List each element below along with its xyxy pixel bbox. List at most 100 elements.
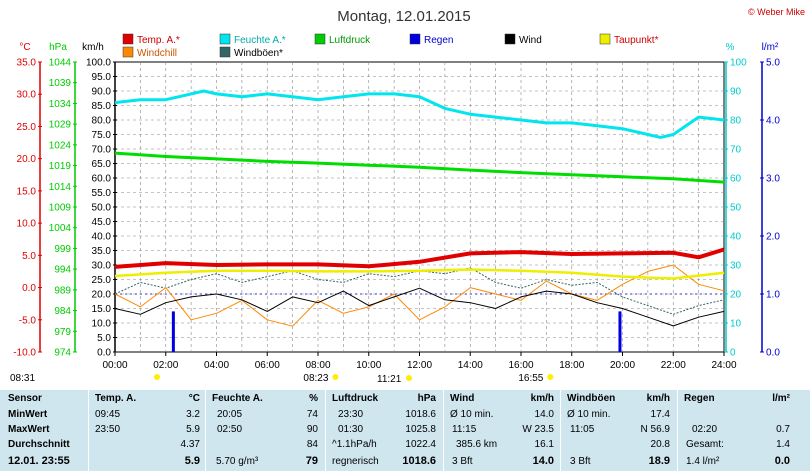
max-gust-time: 11:05 <box>570 424 595 435</box>
temp-axis-tick-label: 30.0 <box>17 90 37 101</box>
wind-axis-tick-label: 25.0 <box>92 275 112 286</box>
header-gust-unit: km/h <box>646 393 670 404</box>
max-press-value: 1025.8 <box>405 424 436 435</box>
pressure-axis-tick-label: 1029 <box>49 120 72 131</box>
legend-swatch <box>314 33 326 45</box>
axis-unit-label: °C <box>19 42 30 53</box>
now-temp-value: 5.9 <box>184 455 200 467</box>
max-gust-value: N 56.9 <box>640 424 670 435</box>
header-rain: Regen <box>684 393 715 404</box>
pressure-axis-tick-label: 984 <box>54 306 71 317</box>
event-time-label: 08:23 <box>303 373 328 384</box>
legend-label: Temp. A.* <box>137 35 180 46</box>
series-windchill <box>114 264 725 327</box>
legend-label: Feuchte A.* <box>234 35 286 46</box>
max-wind-value: W 23.5 <box>522 424 554 435</box>
header-press: Luftdruck <box>332 393 379 404</box>
rain-total-value: 1.4 <box>776 439 790 450</box>
wind-axis-tick-label: 35.0 <box>92 246 112 257</box>
humidity-axis-tick-label: 100 <box>730 58 747 69</box>
pressure-axis-tick-label: 1039 <box>49 78 72 89</box>
pressure-axis-tick-label: 974 <box>54 348 71 359</box>
wind-axis-tick-label: 40.0 <box>92 232 112 243</box>
avg-temp-value: 4.37 <box>180 439 200 450</box>
event-time-label: 08:31 <box>10 373 35 384</box>
wind-axis-tick-label: 30.0 <box>92 261 112 272</box>
header-temp-unit: °C <box>188 393 200 404</box>
humidity-axis-tick-label: 60 <box>730 174 742 185</box>
x-tick-label: 04:00 <box>204 360 229 371</box>
humidity-axis-tick-label: 40 <box>730 232 742 243</box>
pressure-axis-tick-label: 979 <box>54 327 71 338</box>
event-time-label: 11:21 <box>377 374 402 385</box>
pressure-axis-tick-label: 994 <box>54 265 71 276</box>
axis-units: °C hPa km/h% l/m² <box>19 42 779 53</box>
row-avg-label: Durchschnitt <box>8 439 70 450</box>
x-tick-label: 08:00 <box>305 360 330 371</box>
max-temp-value: 5.9 <box>186 424 200 435</box>
x-tick-label: 10:00 <box>356 360 381 371</box>
series-humidity <box>114 89 725 139</box>
min-hum-time: 20:05 <box>217 409 243 420</box>
rain-bar <box>618 311 622 352</box>
y-axes: 35.0 30.0 25.0 20.0 15.0 10.0 5.0 0.0 -5.0 -10.0 1… <box>13 58 780 359</box>
max-rain-value: 0.7 <box>776 424 790 435</box>
pressure-axis-tick-label: 1044 <box>49 58 72 69</box>
event-time-label: 16:55 <box>518 373 543 384</box>
legend-swatch <box>409 33 421 45</box>
chart-title: Montag, 12.01.2015 <box>337 8 470 25</box>
humidity-axis-tick-label: 0 <box>730 348 736 359</box>
wind-axis-tick-label: 100.0 <box>86 58 111 69</box>
avg-press-trend: ^1.1hPa/h <box>332 439 377 450</box>
series-wind <box>114 287 725 327</box>
max-temp-time: 23:50 <box>95 424 121 435</box>
pressure-axis-tick-label: 999 <box>54 244 71 255</box>
now-rain-value: 0.0 <box>774 455 790 467</box>
min-wind-label: Ø 10 min. <box>450 409 494 420</box>
wind-axis-tick-label: 0.0 <box>97 348 111 359</box>
legend-label: Taupunkt* <box>614 35 659 46</box>
header-temp: Temp. A. <box>95 393 137 404</box>
series-lines <box>114 89 725 352</box>
legend-label: Regen <box>424 35 453 46</box>
temp-axis-tick-label: 5.0 <box>22 251 36 262</box>
legend-swatch <box>219 33 231 45</box>
now-abs-humidity: 5.70 g/m³ <box>216 456 259 467</box>
max-hum-value: 90 <box>306 424 318 435</box>
header-hum-unit: % <box>309 393 318 404</box>
x-tick-label: 02:00 <box>153 360 178 371</box>
sun-marker <box>154 374 160 380</box>
rain-axis-tick-label: 0.0 <box>766 348 780 359</box>
rain-axis-tick-label: 4.0 <box>766 116 780 127</box>
summary-table: Sensor Temp. A. °C Feuchte A. % Luftdruc… <box>0 390 810 471</box>
series-temperature <box>114 247 725 269</box>
temp-axis-tick-label: 0.0 <box>22 283 36 294</box>
x-tick-label: 14:00 <box>458 360 483 371</box>
wind-axis-tick-label: 65.0 <box>92 159 112 170</box>
row-now-label: 12.01. 23:55 <box>8 455 70 467</box>
legend-swatch <box>599 33 611 45</box>
wind-axis-tick-label: 10.0 <box>92 319 112 330</box>
wind-axis-tick-label: 50.0 <box>92 203 112 214</box>
now-press-value: 1018.6 <box>402 455 436 467</box>
legend: Temp. A.* Feuchte A.* Luftdruck Regen Wind Ta… <box>122 33 659 59</box>
humidity-axis-tick-label: 80 <box>730 116 742 127</box>
min-wind-value: 14.0 <box>534 409 554 420</box>
axis-unit-label: km/h <box>82 42 104 53</box>
axis-unit-label: l/m² <box>762 42 779 53</box>
max-wind-time: 11:15 <box>452 424 477 435</box>
legend-swatch <box>122 46 134 58</box>
x-tick-label: 18:00 <box>559 360 584 371</box>
wind-axis-tick-label: 95.0 <box>92 72 112 83</box>
x-tick-label: 06:00 <box>255 360 280 371</box>
wind-axis-tick-label: 60.0 <box>92 174 112 185</box>
temp-axis-tick-label: -10.0 <box>13 348 36 359</box>
humidity-axis-tick-label: 20 <box>730 290 742 301</box>
min-press-value: 1018.6 <box>405 409 436 420</box>
min-temp-time: 09:45 <box>95 409 121 420</box>
header-wind: Wind <box>450 393 475 404</box>
x-tick-label: 20:00 <box>610 360 635 371</box>
avg-wind-value: 16.1 <box>534 439 554 450</box>
temp-axis-tick-label: 20.0 <box>17 154 37 165</box>
wind-axis-tick-label: 80.0 <box>92 116 112 127</box>
